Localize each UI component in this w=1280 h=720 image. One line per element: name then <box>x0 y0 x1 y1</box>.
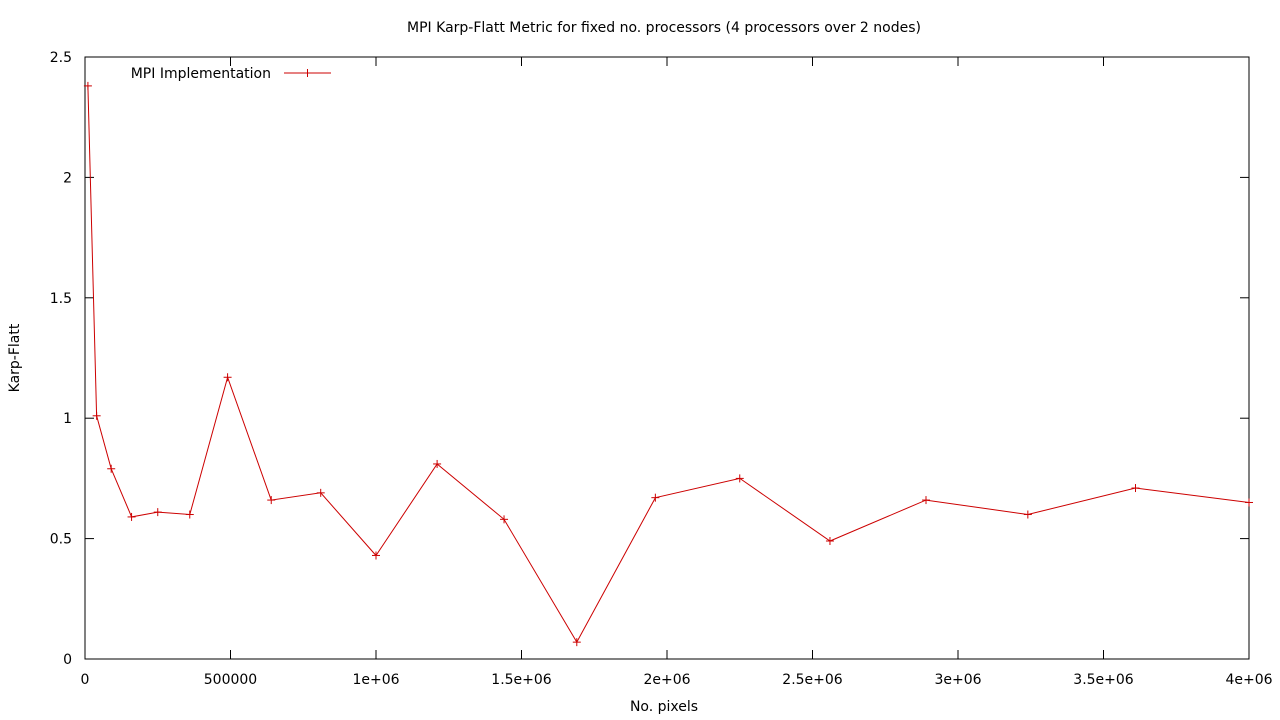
axes: 0 0.5 1 1.5 2 2.5 0 500000 1e+06 1.5e+06 2e+06 2.5e… <box>50 50 1273 688</box>
data-point-marker <box>223 373 232 382</box>
y-tick-label: 0.5 <box>50 532 72 548</box>
data-point-marker <box>107 464 116 473</box>
x-tick-label: 2.5e+06 <box>782 672 843 688</box>
data-point-marker <box>735 474 744 483</box>
data-point-marker <box>127 512 136 521</box>
data-point-marker <box>921 496 930 505</box>
legend-marker-sample <box>303 69 312 77</box>
data-point-marker <box>433 459 442 468</box>
data-point-marker <box>1023 510 1032 519</box>
data-point-marker <box>825 537 834 546</box>
plot-frame <box>84 56 1250 660</box>
y-tick-label: 1.5 <box>50 291 72 307</box>
x-tick-label: 1.5e+06 <box>491 672 552 688</box>
series-line <box>87 85 1250 644</box>
y-axis-label: Karp-Flatt <box>7 323 23 392</box>
data-point-marker <box>651 493 660 502</box>
data-point-marker <box>83 81 92 90</box>
series-layer <box>83 81 1253 647</box>
data-point-marker <box>500 515 509 524</box>
data-point-marker <box>267 496 276 505</box>
x-tick-label: 2e+06 <box>643 672 690 688</box>
x-tick-label: 4e+06 <box>1225 672 1272 688</box>
x-tick-label: 3e+06 <box>934 672 981 688</box>
data-point-marker <box>372 551 380 560</box>
legend: MPI Implementation <box>131 66 331 82</box>
x-tick-label: 0 <box>81 672 90 688</box>
y-tick-label: 0 <box>63 652 72 668</box>
data-point-marker <box>316 488 325 497</box>
chart-title: MPI Karp-Flatt Metric for fixed no. proc… <box>407 20 921 36</box>
data-point-marker <box>153 508 162 517</box>
y-tick-label: 2.5 <box>50 50 72 66</box>
data-point-marker <box>92 411 101 420</box>
data-point-marker <box>185 510 194 519</box>
x-tick-label: 500000 <box>204 672 257 688</box>
y-tick-label: 2 <box>63 170 72 186</box>
data-point-marker <box>1131 484 1140 493</box>
x-tick-label: 3.5e+06 <box>1073 672 1134 688</box>
data-point-marker <box>1245 498 1253 507</box>
data-point-marker <box>572 638 581 647</box>
y-tick-label: 1 <box>63 411 72 427</box>
legend-label: MPI Implementation <box>131 66 271 82</box>
x-axis-label: No. pixels <box>630 699 698 715</box>
x-tick-label: 1e+06 <box>352 672 399 688</box>
